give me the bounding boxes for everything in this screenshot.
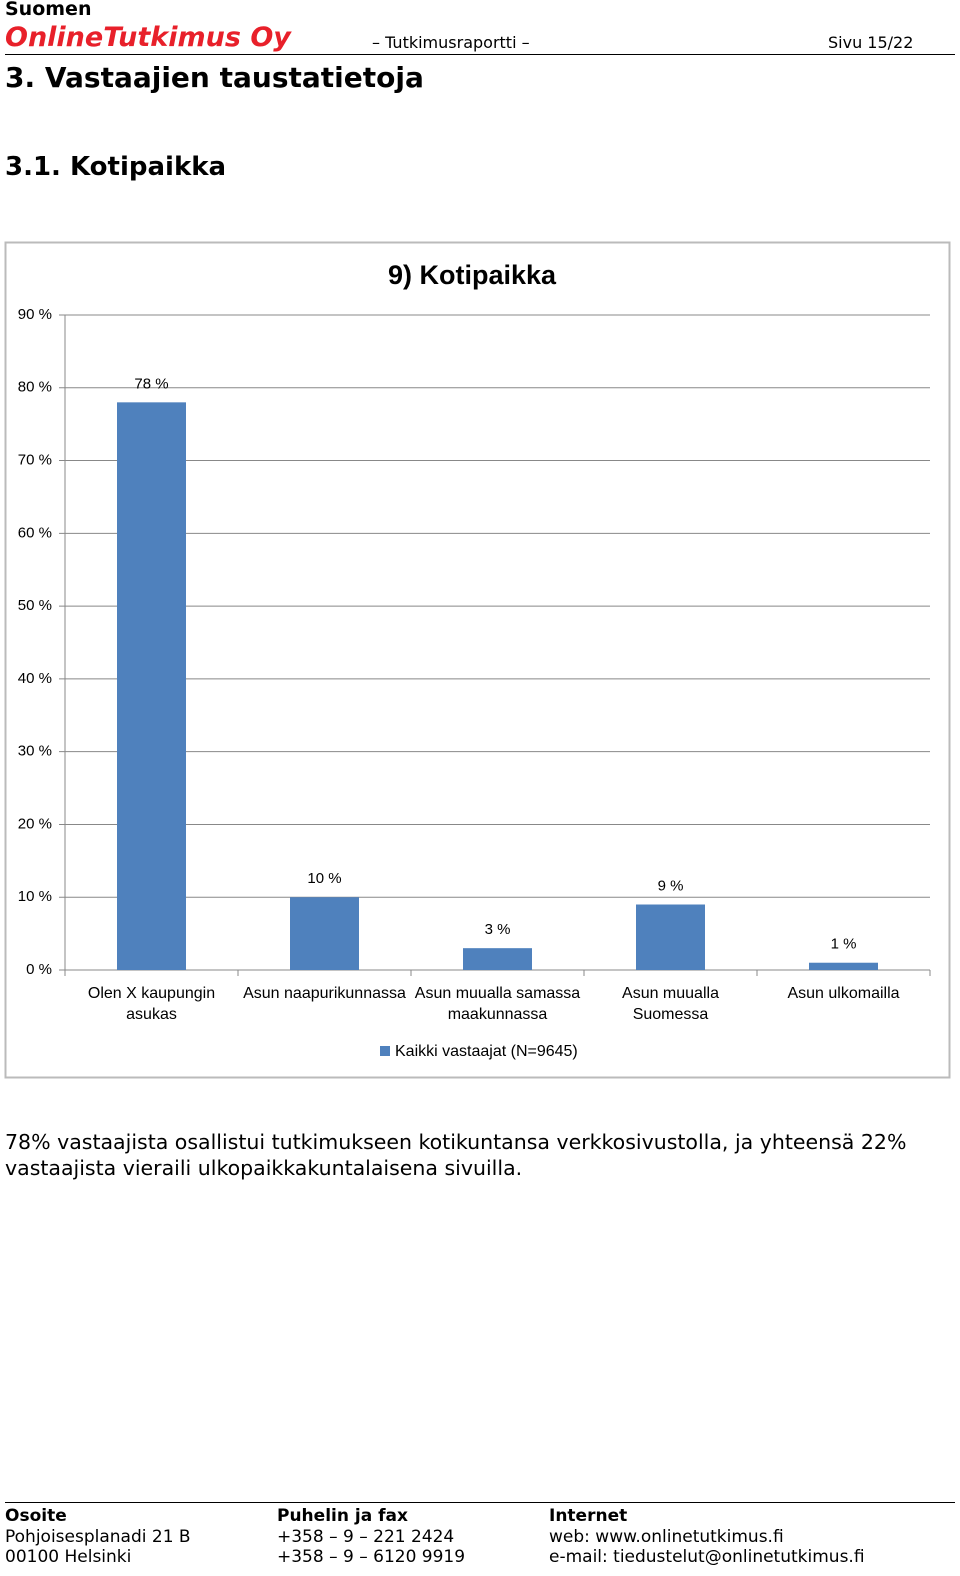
footer-line: 00100 Helsinki xyxy=(5,1547,132,1567)
y-tick-label: 60 % xyxy=(18,524,52,541)
footer-heading: Osoite xyxy=(5,1506,67,1526)
bar xyxy=(117,402,186,970)
page-number: Sivu 15/22 xyxy=(828,33,914,52)
footer-line: +358 – 9 – 221 2424 xyxy=(277,1527,455,1547)
y-tick-label: 10 % xyxy=(18,888,52,905)
data-label: 9 % xyxy=(658,877,684,894)
x-tick-label: Olen X kaupungin asukas xyxy=(87,985,216,1023)
footer-rule xyxy=(5,1502,955,1503)
footer-heading: Puhelin ja fax xyxy=(277,1506,408,1526)
footer-line: +358 – 9 – 6120 9919 xyxy=(277,1547,466,1567)
bar xyxy=(290,897,359,970)
company-name: OnlineTutkimus Oy xyxy=(5,22,291,53)
y-tick-label: 90 % xyxy=(18,306,52,323)
y-tick-label: 50 % xyxy=(18,597,52,614)
x-tick-label: Asun muualla samassa maakunnassa xyxy=(414,985,581,1023)
x-tick-label: Asun naapurikunnassa xyxy=(243,985,406,1002)
legend-label: Kaikki vastaajat (N=9645) xyxy=(395,1043,578,1060)
legend-swatch xyxy=(380,1046,390,1056)
data-label: 78 % xyxy=(134,375,168,392)
footer-heading: Internet xyxy=(549,1506,628,1526)
chart-title: 9) Kotipaikka xyxy=(388,260,557,290)
y-tick-label: 70 % xyxy=(18,452,52,469)
section-title: 3. Vastaajien taustatietoja xyxy=(5,61,424,94)
x-tick-label: Asun ulkomailla xyxy=(787,985,900,1002)
x-tick-label: Asun muualla Suomessa xyxy=(622,985,719,1023)
data-label: 1 % xyxy=(831,936,857,953)
subsection-title: 3.1. Kotipaikka xyxy=(5,152,227,182)
bar xyxy=(809,962,878,970)
footer-line: e-mail: tiedustelut@onlinetutkimus.fi xyxy=(549,1547,865,1567)
data-label: 10 % xyxy=(307,870,341,887)
footer-line: web: www.onlinetutkimus.fi xyxy=(549,1527,784,1547)
y-tick-label: 20 % xyxy=(18,815,52,832)
header-rule xyxy=(5,54,955,55)
bar xyxy=(463,948,532,970)
footer-line: Pohjoisesplanadi 21 B xyxy=(5,1527,191,1547)
data-label: 3 % xyxy=(485,921,511,938)
y-tick-label: 0 % xyxy=(26,961,52,978)
y-tick-label: 40 % xyxy=(18,670,52,687)
y-tick-label: 80 % xyxy=(18,379,52,396)
y-tick-label: 30 % xyxy=(18,743,52,760)
bar xyxy=(636,904,705,970)
paragraph: 78% vastaajista osallistui tutkimukseen … xyxy=(5,1130,907,1180)
report-label: – Tutkimusraportti – xyxy=(372,33,530,52)
company-line1: Suomen xyxy=(5,0,92,20)
